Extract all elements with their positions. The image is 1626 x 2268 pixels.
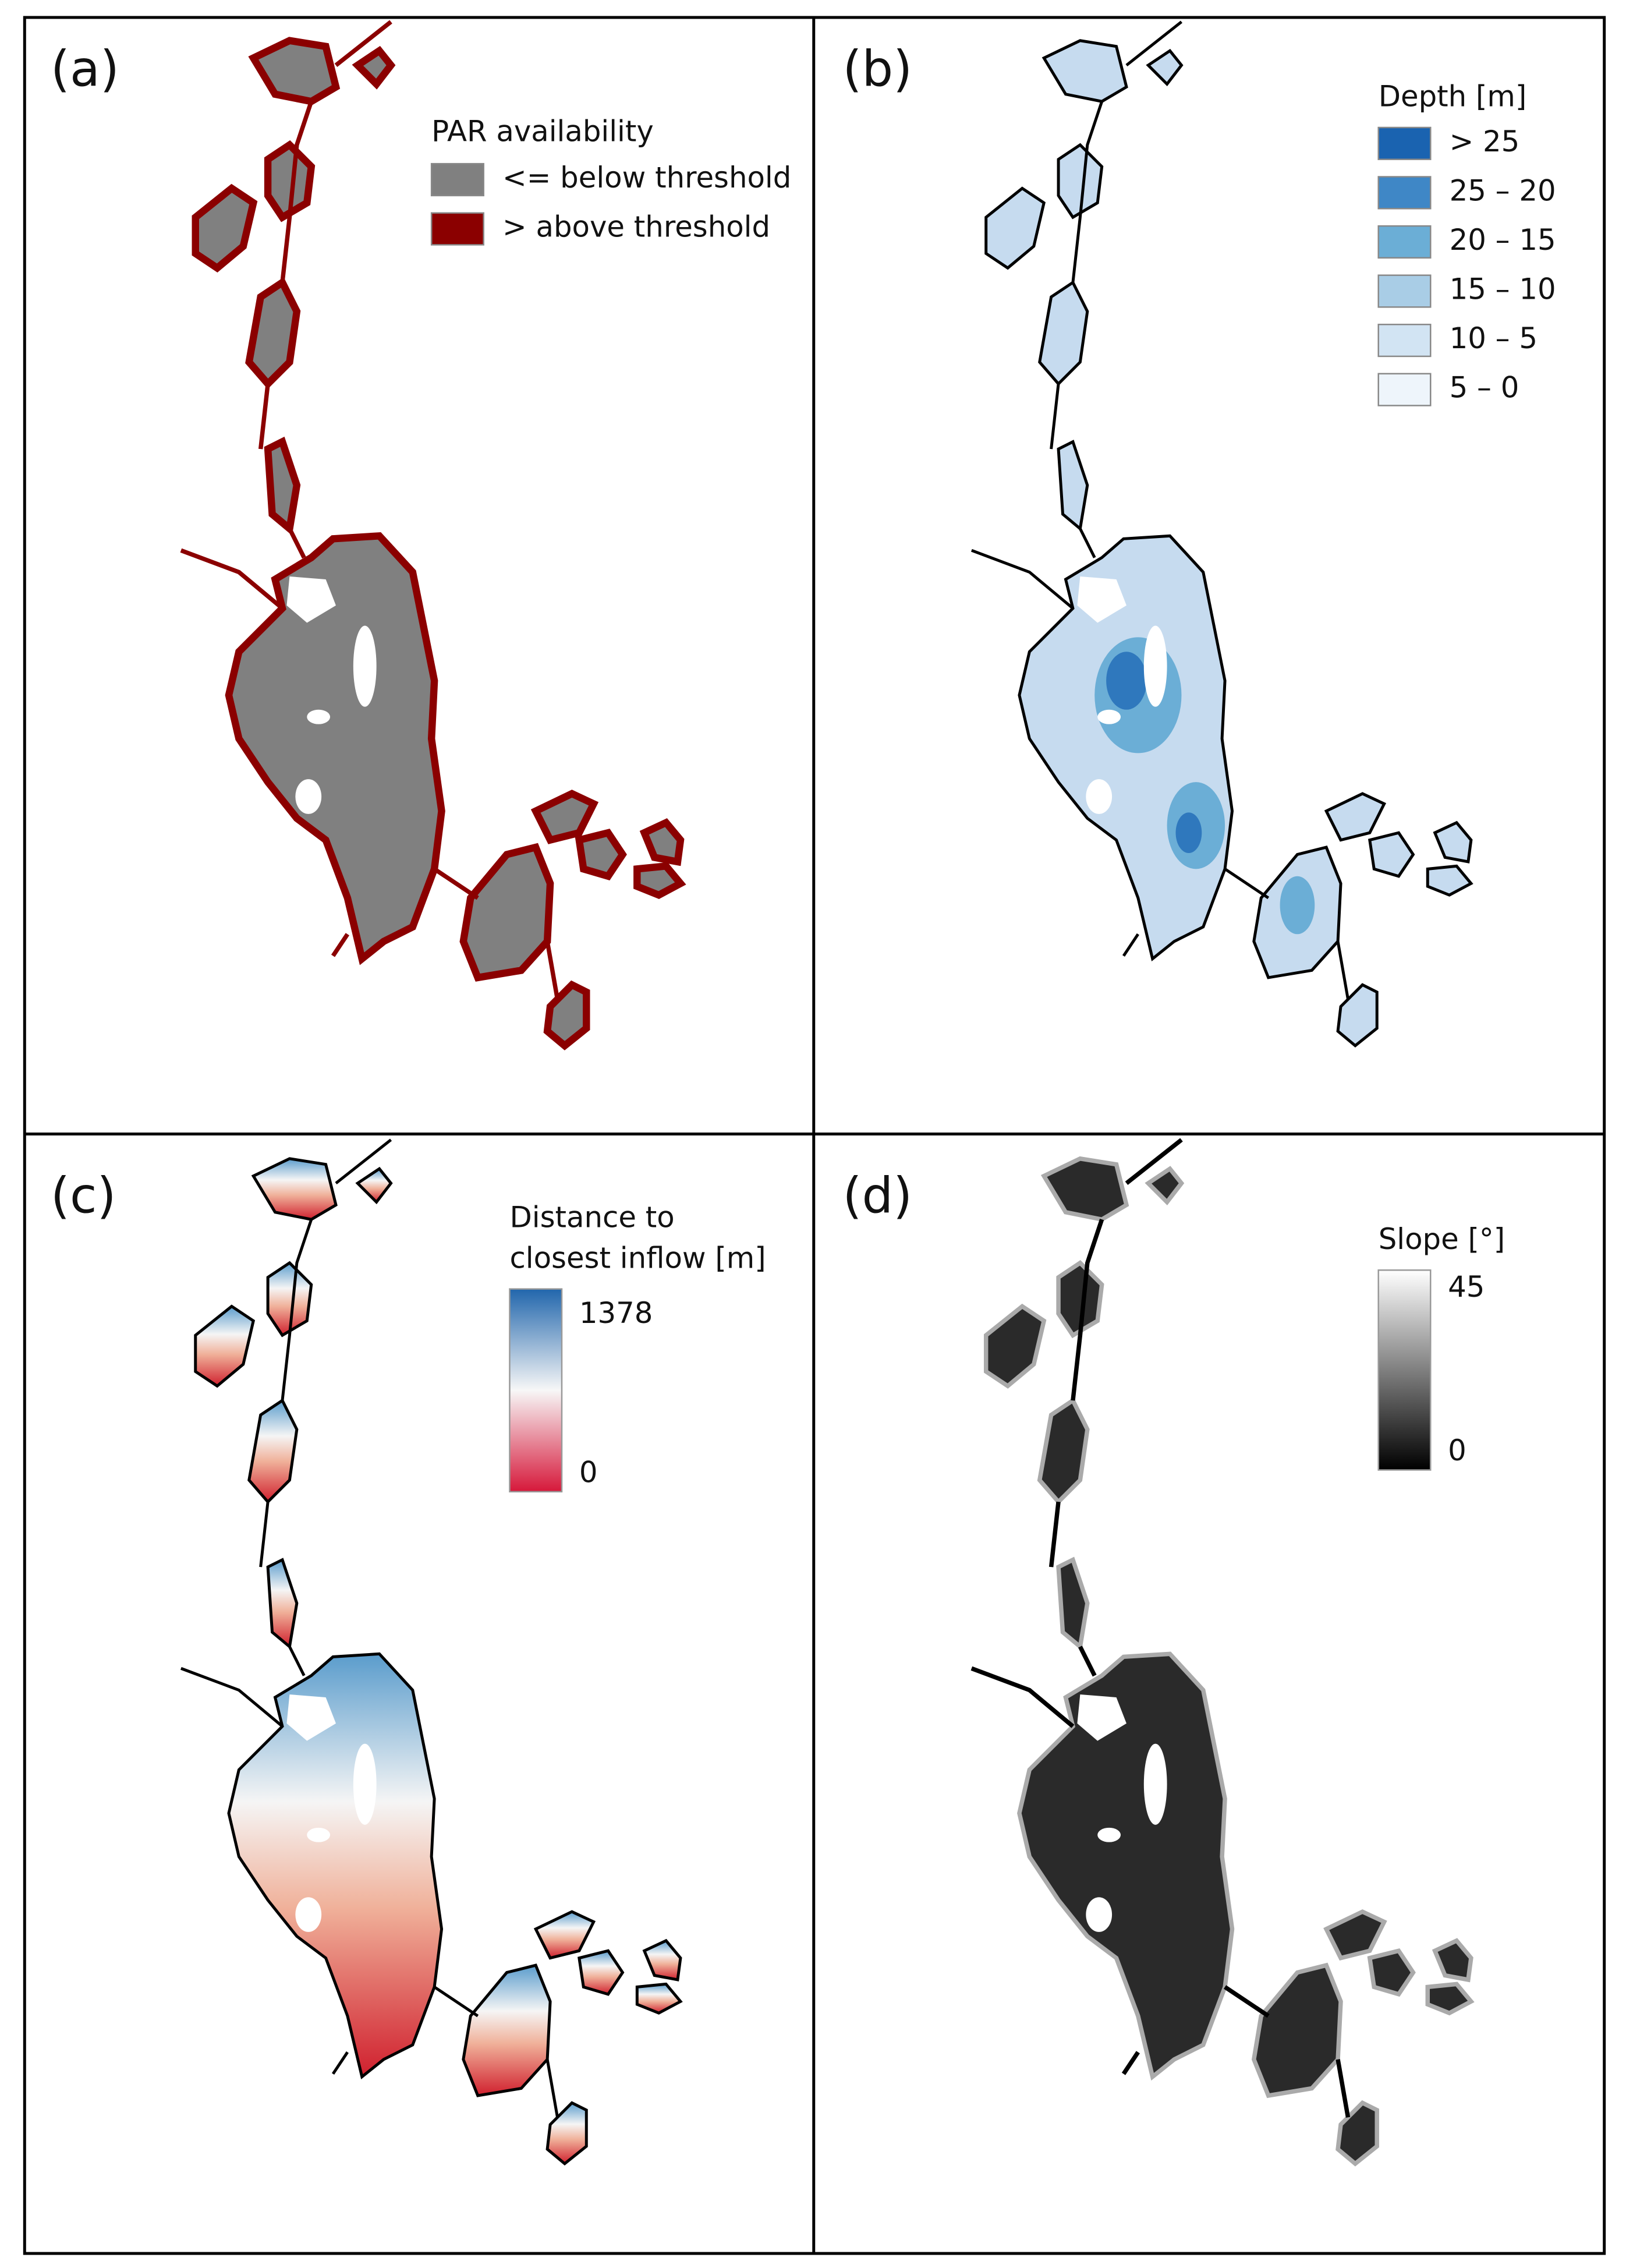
legend-swatch (1377, 176, 1432, 210)
legend-swatch (1377, 373, 1432, 406)
legend-title: closest inflow [m] (509, 1241, 766, 1275)
legend-label: 20 – 15 (1450, 223, 1556, 257)
legend-title: Depth [m] (1379, 80, 1527, 114)
legend-label: 15 – 10 (1450, 273, 1556, 306)
legend-swatch (1377, 225, 1432, 259)
legend-swatch (430, 212, 484, 246)
legend-swatch (1377, 323, 1432, 358)
colorbar-label: 45 (1448, 1270, 1485, 1304)
legend-title: Distance to (509, 1201, 674, 1234)
legend-label: > 25 (1450, 125, 1520, 158)
legend-label: 25 – 20 (1450, 174, 1556, 207)
legend-swatch (430, 162, 484, 197)
map-c (181, 1140, 681, 2163)
panel-label: (d) (842, 1167, 912, 1224)
legend-label: <= below threshold (502, 161, 791, 194)
legend-label: 5 – 0 (1450, 371, 1519, 405)
legend-title: PAR availability (431, 114, 654, 148)
panel-label: (a) (51, 40, 119, 97)
colorbar-label: 1378 (579, 1296, 653, 1330)
legend-label: > above threshold (502, 210, 770, 244)
legend-title: Slope [°] (1379, 1222, 1505, 1256)
legend-label: 10 – 5 (1450, 321, 1538, 355)
panel-label: (c) (51, 1167, 116, 1224)
colorbar (509, 1288, 563, 1493)
panel-label: (b) (842, 40, 912, 97)
map-b (972, 22, 1471, 1045)
colorbar-label: 0 (1448, 1434, 1466, 1467)
legend-swatch (1377, 274, 1432, 308)
colorbar-label: 0 (579, 1455, 598, 1489)
legend-swatch (1377, 126, 1432, 160)
colorbar (1377, 1269, 1432, 1471)
